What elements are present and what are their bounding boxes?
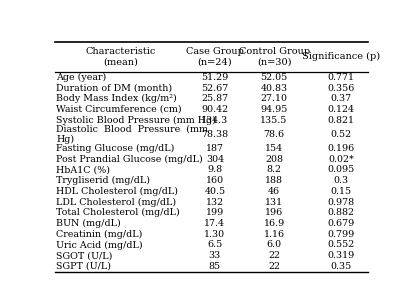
Text: Significance (p): Significance (p) [302, 52, 380, 61]
Text: 131: 131 [265, 198, 283, 207]
Text: 6.5: 6.5 [207, 241, 223, 249]
Text: 154: 154 [265, 144, 283, 153]
Text: 0.882: 0.882 [328, 208, 355, 217]
Text: 196: 196 [265, 208, 283, 217]
Text: 188: 188 [265, 176, 283, 185]
Text: 78.38: 78.38 [201, 130, 228, 139]
Text: 208: 208 [265, 155, 283, 164]
Text: 17.4: 17.4 [204, 219, 225, 228]
Text: 135.5: 135.5 [260, 116, 288, 125]
Text: 6.0: 6.0 [266, 241, 282, 249]
Text: 25.87: 25.87 [201, 94, 228, 103]
Text: 0.679: 0.679 [328, 219, 355, 228]
Text: Characteristic
(mean): Characteristic (mean) [85, 47, 156, 67]
Text: Control Group
(n=30): Control Group (n=30) [239, 47, 310, 67]
Text: 94.95: 94.95 [260, 105, 288, 114]
Text: LDL Cholesterol (mg/dL): LDL Cholesterol (mg/dL) [57, 197, 176, 207]
Text: Total Cholesterol (mg/dL): Total Cholesterol (mg/dL) [57, 208, 180, 217]
Text: 0.095: 0.095 [328, 165, 355, 175]
Text: 52.67: 52.67 [201, 83, 228, 92]
Text: Post Prandial Glucose (mg/dL): Post Prandial Glucose (mg/dL) [57, 155, 203, 164]
Text: 199: 199 [206, 208, 224, 217]
Text: Body Mass Index (kg/m²): Body Mass Index (kg/m²) [57, 94, 177, 103]
Text: 0.319: 0.319 [328, 251, 355, 260]
Text: 8.2: 8.2 [266, 165, 282, 175]
Text: 0.3: 0.3 [334, 176, 349, 185]
Text: 0.978: 0.978 [328, 198, 355, 207]
Text: 0.52: 0.52 [331, 130, 352, 139]
Text: 40.83: 40.83 [261, 83, 287, 92]
Text: 0.771: 0.771 [328, 73, 355, 82]
Text: 1.16: 1.16 [263, 230, 285, 239]
Text: Age (year): Age (year) [57, 73, 107, 82]
Text: HDL Cholesterol (mg/dL): HDL Cholesterol (mg/dL) [57, 187, 178, 196]
Text: 0.552: 0.552 [328, 241, 355, 249]
Text: 0.02*: 0.02* [328, 155, 354, 164]
Text: 1.30: 1.30 [204, 230, 225, 239]
Text: 0.356: 0.356 [328, 83, 355, 92]
Text: 16.9: 16.9 [263, 219, 285, 228]
Text: Uric Acid (mg/dL): Uric Acid (mg/dL) [57, 241, 143, 249]
Text: 0.124: 0.124 [328, 105, 355, 114]
Text: BUN (mg/dL): BUN (mg/dL) [57, 219, 121, 228]
Text: Case Group
(n=24): Case Group (n=24) [186, 47, 244, 67]
Text: 78.6: 78.6 [263, 130, 285, 139]
Text: 33: 33 [209, 251, 221, 260]
Text: HbA1C (%): HbA1C (%) [57, 165, 110, 175]
Text: 51.29: 51.29 [201, 73, 228, 82]
Text: 160: 160 [206, 176, 224, 185]
Text: 22: 22 [268, 262, 280, 271]
Text: 0.35: 0.35 [331, 262, 352, 271]
Text: Systolic Blood Pressure (mm Hg): Systolic Blood Pressure (mm Hg) [57, 116, 216, 125]
Text: 46: 46 [268, 187, 280, 196]
Text: 90.42: 90.42 [201, 105, 228, 114]
Text: 0.821: 0.821 [328, 116, 355, 125]
Text: SGOT (U/L): SGOT (U/L) [57, 251, 113, 260]
Text: SGPT (U/L): SGPT (U/L) [57, 262, 112, 271]
Text: 132: 132 [206, 198, 224, 207]
Text: 0.196: 0.196 [328, 144, 355, 153]
Text: Creatinin (mg/dL): Creatinin (mg/dL) [57, 230, 143, 239]
Text: Waist Circumference (cm): Waist Circumference (cm) [57, 105, 182, 114]
Text: 0.799: 0.799 [328, 230, 355, 239]
Text: 40.5: 40.5 [204, 187, 225, 196]
Text: Diastolic  Blood  Pressure  (mm
Hg): Diastolic Blood Pressure (mm Hg) [57, 125, 209, 144]
Text: 134.3: 134.3 [201, 116, 228, 125]
Text: 52.05: 52.05 [261, 73, 288, 82]
Text: Fasting Glucose (mg/dL): Fasting Glucose (mg/dL) [57, 144, 175, 153]
Text: 27.10: 27.10 [261, 94, 287, 103]
Text: 9.8: 9.8 [207, 165, 223, 175]
Text: Trygliserid (mg/dL): Trygliserid (mg/dL) [57, 176, 150, 185]
Text: 0.37: 0.37 [331, 94, 352, 103]
Text: 304: 304 [206, 155, 224, 164]
Text: 85: 85 [209, 262, 221, 271]
Text: Duration of DM (month): Duration of DM (month) [57, 83, 173, 92]
Text: 22: 22 [268, 251, 280, 260]
Text: 187: 187 [206, 144, 224, 153]
Text: 0.15: 0.15 [331, 187, 352, 196]
